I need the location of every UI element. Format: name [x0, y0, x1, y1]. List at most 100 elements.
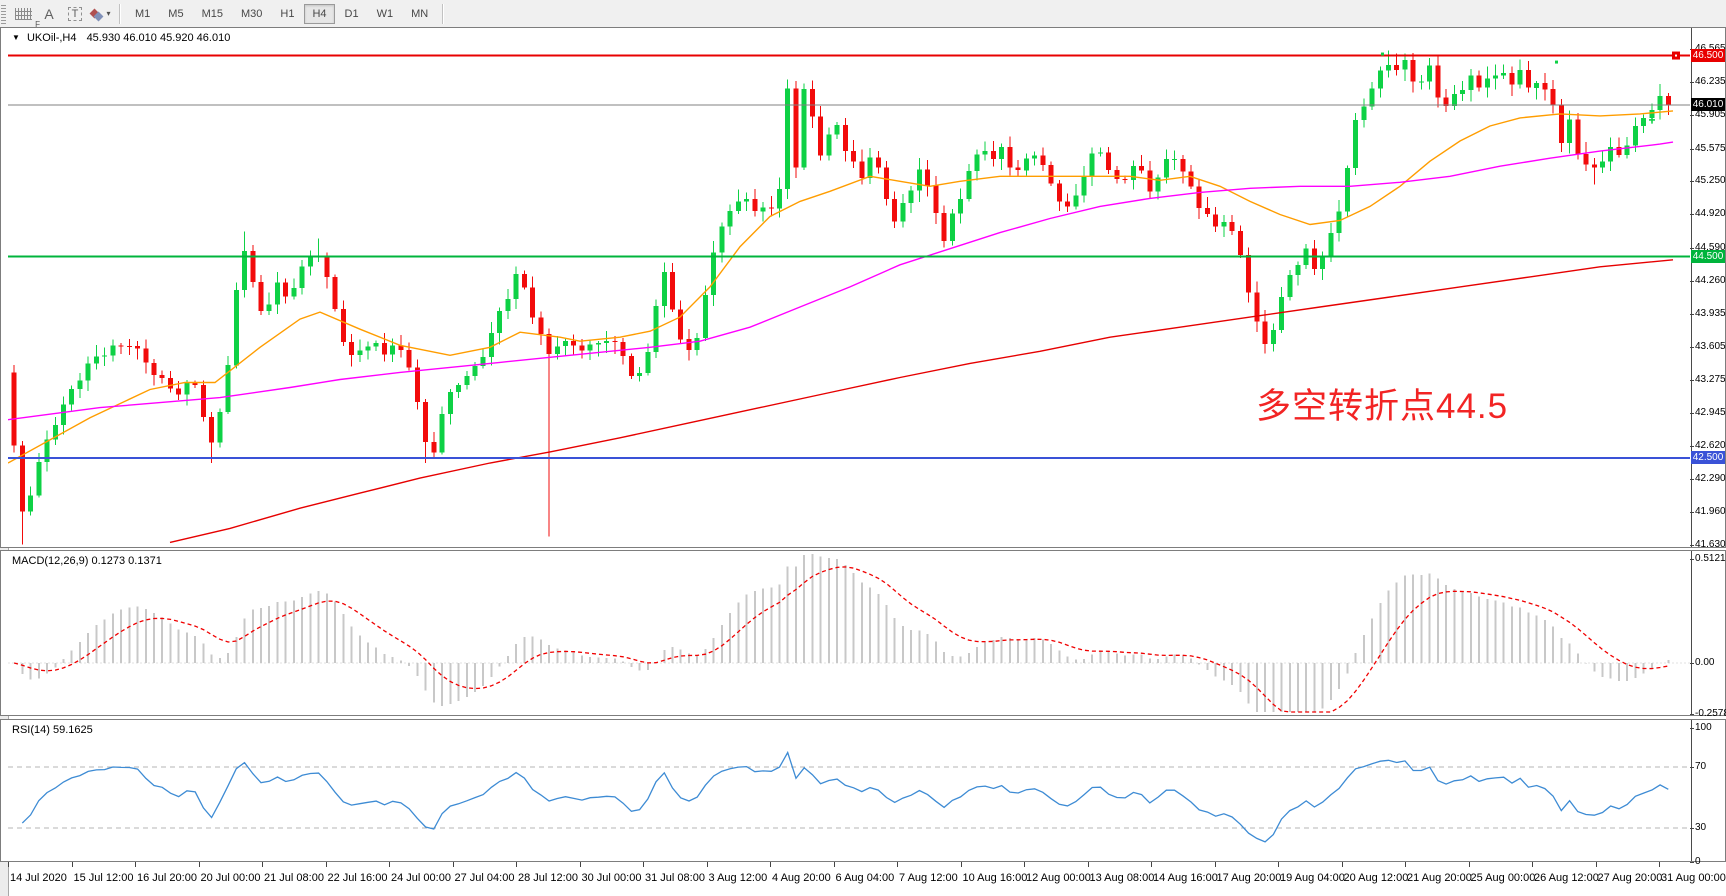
- time-axis-label: 14 Jul 2020: [10, 872, 67, 884]
- time-axis-tick: [1278, 862, 1279, 867]
- time-axis-tick: [706, 862, 708, 867]
- price-tickmark: [1690, 545, 1694, 547]
- price-tick-label: 41.960: [1695, 506, 1726, 518]
- ma-slow-red[interactable]: [169, 259, 1674, 544]
- timeframe-button-m15[interactable]: M15: [194, 4, 231, 24]
- price-tick-label: 43.275: [1695, 373, 1726, 385]
- time-axis-label: 24 Jul 00:00: [391, 872, 451, 884]
- rsi-line: [21, 750, 1669, 843]
- price-tickmark: [1690, 115, 1694, 117]
- macd-header: MACD(12,26,9) 0.1273 0.1371: [12, 555, 162, 567]
- timeframe-button-mn[interactable]: MN: [403, 4, 436, 24]
- time-axis-tick: [1532, 862, 1533, 867]
- text-cursor-tool[interactable]: A: [37, 3, 61, 25]
- time-axis-tick: [1024, 862, 1025, 867]
- timeframe-button-h4[interactable]: H4: [304, 3, 335, 24]
- time-axis-label: 27 Aug 20:00: [1597, 872, 1663, 884]
- price-tickmark: [1690, 214, 1694, 216]
- rsi-tick-label: 0: [1695, 856, 1701, 867]
- drawing-tools-dropdown[interactable]: ▾: [89, 3, 113, 25]
- ma-mid-magenta[interactable]: [8, 141, 1674, 421]
- time-axis-tick: [135, 862, 136, 867]
- grid-template-icon[interactable]: F: [11, 3, 40, 29]
- price-badge-42.500: 42.500: [1691, 450, 1725, 464]
- price-tickmark: [1690, 479, 1694, 481]
- time-axis-label: 28 Jul 12:00: [518, 872, 578, 884]
- time-axis-label: 17 Aug 20:00: [1216, 872, 1282, 884]
- price-badge-44.500: 44.500: [1691, 249, 1725, 263]
- text-label-tool[interactable]: T: [63, 3, 87, 25]
- price-axis-border: [1691, 28, 1692, 547]
- time-axis-tick: [643, 862, 644, 867]
- toolbar-separator: [119, 3, 121, 24]
- price-tickmark: [1690, 82, 1694, 84]
- macd-tick-label: 0.5121: [1695, 553, 1726, 564]
- time-axis-label: 6 Aug 04:00: [835, 872, 895, 884]
- timeframe-button-d1[interactable]: D1: [337, 4, 367, 24]
- time-axis-tick: [262, 862, 263, 867]
- ma-fast-orange[interactable]: [8, 110, 1674, 464]
- rsi-tickmark: [1690, 862, 1694, 863]
- time-axis-tick: [452, 862, 454, 867]
- price-tick-label: 42.620: [1695, 439, 1726, 451]
- time-axis-label: 25 Aug 00:00: [1470, 872, 1536, 884]
- macd-histogram: [21, 554, 1670, 712]
- green-dot-marker[interactable]: [1555, 60, 1558, 64]
- time-axis-label: 19 Aug 04:00: [1280, 872, 1345, 884]
- time-axis-tick: [1468, 862, 1470, 867]
- time-axis-label: 31 Jul 08:00: [645, 872, 705, 884]
- price-tickmark: [1690, 346, 1694, 348]
- rsi-chart[interactable]: [8, 720, 1690, 861]
- price-badge-46.010: 46.010: [1691, 97, 1725, 111]
- time-axis-label: 20 Jul 00:00: [200, 872, 261, 884]
- time-axis-tick: [8, 862, 9, 867]
- timeframe-button-m5[interactable]: M5: [160, 4, 191, 24]
- chevron-down-icon: ▼: [12, 33, 20, 42]
- price-badge-46.500: 46.500: [1691, 48, 1725, 62]
- price-tick-label: 45.905: [1695, 109, 1726, 121]
- price-tick-label: 44.260: [1695, 274, 1726, 286]
- timeframe-button-m1[interactable]: M1: [127, 4, 158, 24]
- rsi-tickmark: [1690, 767, 1694, 768]
- rsi-header: RSI(14) 59.1625: [12, 724, 93, 736]
- time-axis-label: 21 Jul 08:00: [264, 872, 324, 884]
- timeframe-button-h1[interactable]: H1: [272, 4, 302, 24]
- timeframe-button-w1[interactable]: W1: [369, 4, 402, 24]
- price-tick-label: 44.920: [1695, 208, 1726, 220]
- time-axis-tick: [833, 862, 835, 867]
- green-dot-marker[interactable]: [1381, 52, 1384, 56]
- time-axis-label: 26 Aug 12:00: [1534, 872, 1599, 884]
- timeframe-button-group: M1 M5 M15 M30 H1 H4 D1 W1 MN: [126, 3, 437, 24]
- macd-signal-line: [13, 566, 1669, 713]
- macd-tickmark: [1690, 663, 1694, 664]
- chart-title[interactable]: ▼ UKOil-,H4 45.930 46.010 45.920 46.010: [12, 32, 230, 44]
- time-axis-tick: [1659, 862, 1660, 867]
- timeframe-button-m30[interactable]: M30: [233, 4, 270, 24]
- time-axis-label: 3 Aug 12:00: [708, 872, 768, 884]
- macd-chart[interactable]: [8, 551, 1690, 715]
- time-axis-label: 14 Aug 16:00: [1153, 872, 1218, 884]
- toolbar-drag-handle[interactable]: [1, 3, 6, 24]
- candlestick-chart[interactable]: [8, 28, 1690, 547]
- time-axis-tick: [1405, 862, 1406, 867]
- macd-tickmark: [1690, 714, 1694, 715]
- time-axis-label: 30 Jul 00:00: [581, 872, 642, 884]
- rsi-tickmark: [1690, 828, 1694, 829]
- price-tick-label: 46.235: [1695, 76, 1726, 88]
- time-axis-tick: [71, 862, 73, 867]
- chevron-down-icon: ▾: [106, 9, 111, 18]
- text-annotation[interactable]: 多空转折点44.5: [1256, 387, 1509, 426]
- price-tick-label: 42.290: [1695, 473, 1726, 485]
- price-tickmark: [1690, 280, 1694, 282]
- ohlc-values: 45.930 46.010 45.920 46.010: [86, 32, 231, 44]
- price-tick-label: 43.935: [1695, 307, 1726, 319]
- price-tick-label: 46.565: [1695, 43, 1726, 54]
- macd-axis-border: [1691, 551, 1692, 715]
- macd-tick-label: -0.2578: [1695, 708, 1726, 719]
- grid-f-label: F: [35, 19, 40, 29]
- time-axis-label: 20 Aug 12:00: [1343, 872, 1409, 884]
- price-tickmark: [1690, 313, 1694, 315]
- price-tick-label: 43.605: [1695, 340, 1726, 352]
- price-tickmark: [1690, 148, 1694, 150]
- time-axis-tick: [1341, 862, 1343, 867]
